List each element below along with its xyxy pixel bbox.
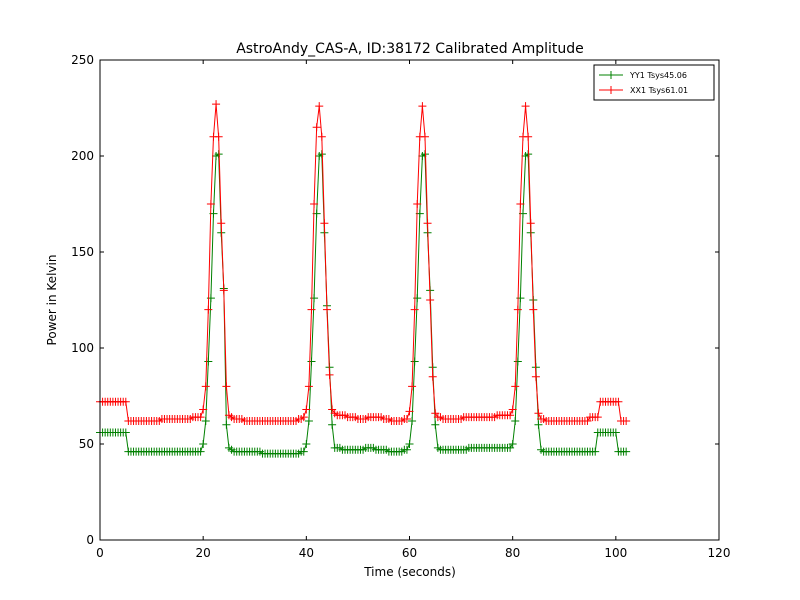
data-point bbox=[405, 440, 414, 448]
data-point bbox=[317, 132, 326, 141]
data-point bbox=[593, 413, 602, 422]
y-tick-label: 150 bbox=[71, 245, 94, 259]
data-point bbox=[204, 357, 213, 366]
data-point bbox=[310, 200, 319, 208]
data-point bbox=[325, 370, 334, 379]
legend-box bbox=[593, 64, 715, 101]
data-point bbox=[322, 305, 331, 314]
data-point bbox=[328, 420, 337, 429]
data-point bbox=[315, 102, 324, 111]
x-tick-label: 40 bbox=[299, 546, 314, 560]
data-point bbox=[204, 305, 213, 314]
data-point bbox=[591, 447, 600, 456]
x-tick-label: 120 bbox=[708, 546, 731, 560]
data-point bbox=[428, 372, 437, 381]
data-point bbox=[402, 445, 411, 454]
y-tick-label: 0 bbox=[86, 533, 94, 547]
plot-area bbox=[100, 60, 719, 540]
x-axis: 0 20 40 60 80 100 120 bbox=[96, 60, 730, 560]
data-point bbox=[410, 305, 419, 314]
data-point bbox=[413, 200, 422, 208]
data-point bbox=[531, 372, 540, 381]
data-point bbox=[622, 447, 631, 456]
data-point bbox=[201, 382, 210, 391]
y-tick-label: 200 bbox=[71, 149, 94, 163]
data-point bbox=[196, 447, 205, 456]
data-point bbox=[420, 132, 429, 141]
data-point bbox=[299, 447, 308, 456]
data-point bbox=[506, 411, 515, 420]
data-point bbox=[214, 132, 223, 141]
data-point bbox=[508, 405, 517, 414]
data-point bbox=[408, 416, 417, 425]
x-tick-label: 0 bbox=[96, 546, 104, 560]
data-point bbox=[302, 440, 311, 448]
data-point bbox=[302, 405, 311, 414]
data-point bbox=[307, 357, 316, 366]
data-point bbox=[622, 416, 631, 425]
data-point bbox=[199, 440, 208, 448]
x-axis-label: Time (seconds) bbox=[363, 565, 456, 579]
x-tick-label: 100 bbox=[604, 546, 627, 560]
data-point bbox=[524, 132, 533, 141]
y-tick-label: 50 bbox=[79, 437, 94, 451]
data-point bbox=[508, 440, 517, 448]
chart-title: AstroAndy_CAS-A, ID:38172 Calibrated Amp… bbox=[236, 41, 584, 57]
data-point bbox=[423, 219, 432, 228]
legend: YY1 Tsys45.06 XX1 Tsys61.01 bbox=[593, 64, 715, 101]
data-point bbox=[408, 382, 417, 391]
x-tick-label: 20 bbox=[196, 546, 211, 560]
data-point bbox=[534, 409, 543, 418]
legend-marker bbox=[607, 86, 615, 94]
legend-marker bbox=[607, 71, 615, 79]
data-point bbox=[513, 357, 522, 366]
data-point bbox=[418, 102, 427, 111]
data-point bbox=[299, 413, 308, 422]
data-point bbox=[516, 200, 525, 208]
data-point bbox=[529, 305, 538, 314]
data-point bbox=[426, 296, 435, 304]
data-point bbox=[511, 416, 520, 425]
data-point bbox=[611, 428, 620, 437]
data-point bbox=[614, 397, 623, 406]
data-point bbox=[206, 200, 215, 208]
data-point bbox=[431, 420, 440, 429]
legend-label: YY1 Tsys45.06 bbox=[629, 71, 687, 80]
data-point bbox=[219, 286, 228, 295]
data-point bbox=[222, 420, 231, 429]
data-point bbox=[307, 305, 316, 314]
data-point bbox=[304, 382, 313, 391]
data-point bbox=[410, 357, 419, 366]
data-point bbox=[196, 413, 205, 422]
data-point bbox=[526, 219, 535, 228]
data-point bbox=[405, 407, 414, 416]
data-point bbox=[312, 123, 321, 132]
data-point bbox=[199, 405, 208, 414]
y-axis-label: Power in Kelvin bbox=[45, 255, 59, 346]
data-point bbox=[222, 382, 231, 391]
x-tick-label: 60 bbox=[402, 546, 417, 560]
data-point bbox=[121, 428, 130, 437]
data-point bbox=[402, 415, 411, 424]
data-point bbox=[534, 420, 543, 429]
data-point bbox=[511, 382, 520, 391]
legend-label: XX1 Tsys61.01 bbox=[630, 86, 688, 95]
data-point bbox=[513, 305, 522, 314]
y-axis: 0 50 100 150 200 250 bbox=[71, 53, 719, 547]
data-point bbox=[212, 100, 221, 109]
y-tick-label: 100 bbox=[71, 341, 94, 355]
x-tick-label: 80 bbox=[505, 546, 520, 560]
data-point bbox=[217, 219, 226, 228]
data-point bbox=[521, 102, 530, 111]
y-tick-label: 250 bbox=[71, 53, 94, 67]
data-point bbox=[201, 416, 210, 425]
series-yy1 bbox=[96, 150, 631, 458]
data-point bbox=[121, 397, 130, 406]
data-point bbox=[320, 219, 329, 228]
data-point bbox=[304, 416, 313, 425]
